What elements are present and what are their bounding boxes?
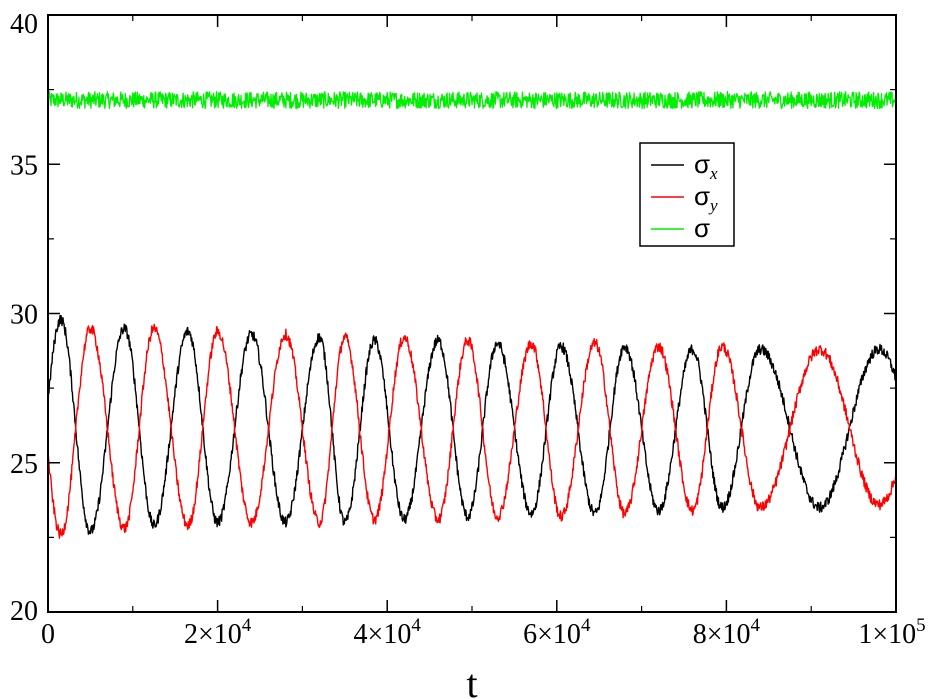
x-tick-label: 6×104 <box>523 615 591 650</box>
series-line-y <box>47 323 897 539</box>
y-tick-label: 35 <box>10 150 38 181</box>
x-axis-title: t <box>466 661 477 699</box>
y-tick-label: 20 <box>10 596 38 627</box>
series-line-total <box>47 91 897 110</box>
x-tick-label: 4×104 <box>354 615 422 650</box>
series-layer <box>47 91 897 539</box>
y-tick-label: 30 <box>10 300 38 331</box>
y-tick-label: 40 <box>10 9 38 40</box>
legend-label-y: σy <box>694 181 718 215</box>
y-tick-label: 25 <box>10 449 38 480</box>
x-tick-label: 1×105 <box>858 615 925 650</box>
legend-label-x: σx <box>694 149 718 183</box>
series-line-x <box>47 314 897 535</box>
x-tick-label: 8×104 <box>693 615 761 650</box>
x-tick-label: 2×104 <box>184 615 252 650</box>
legend-box <box>639 142 735 247</box>
ticks-layer: 0 2×104 4×104 6×104 8×104 1×105 20 25 30 35 40 <box>10 9 926 650</box>
x-tick-label: 0 <box>41 619 55 650</box>
legend-label-total: σ <box>694 213 710 243</box>
